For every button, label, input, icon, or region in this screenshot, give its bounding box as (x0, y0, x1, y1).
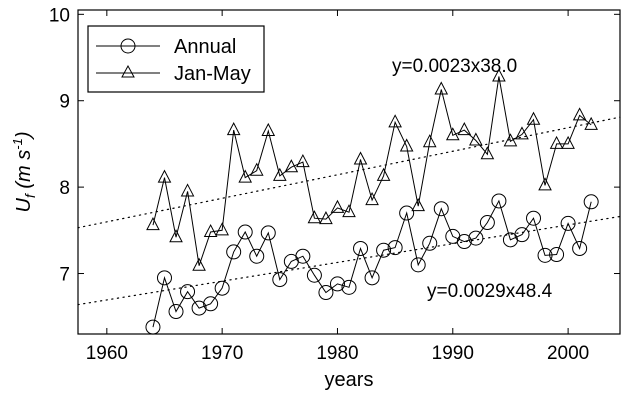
legend: Annual Jan-May (88, 26, 264, 92)
y-axis-title-units: (m s (13, 150, 35, 189)
x-tick-label: 1990 (432, 343, 474, 364)
x-tick-label: 1980 (316, 343, 358, 364)
legend-label-annual: Annual (174, 36, 236, 58)
y-axis-title-units-close: ) (13, 131, 35, 140)
y-axis-title-units-sup: -1 (10, 138, 25, 150)
y-axis-title-main: U (13, 198, 35, 213)
x-tick-label: 1960 (86, 343, 128, 364)
legend-label-jan-may: Jan-May (174, 63, 251, 85)
x-tick-label: 1970 (201, 343, 243, 364)
y-axis-title: Uf (m s-1) (10, 131, 38, 212)
y-tick-label: 7 (59, 265, 70, 286)
y-tick-label: 8 (59, 178, 70, 199)
x-axis-title: years (325, 369, 374, 391)
svg-text:Uf (m s-1): Uf (m s-1) (10, 131, 38, 212)
x-tick-label: 2000 (547, 343, 589, 364)
y-tick-label: 10 (49, 5, 70, 26)
trend-label-jan-may: y=0.0023x38.0 (392, 56, 517, 77)
trend-label-annual: y=0.0029x48.4 (427, 281, 553, 302)
y-tick-label: 9 (59, 92, 70, 113)
